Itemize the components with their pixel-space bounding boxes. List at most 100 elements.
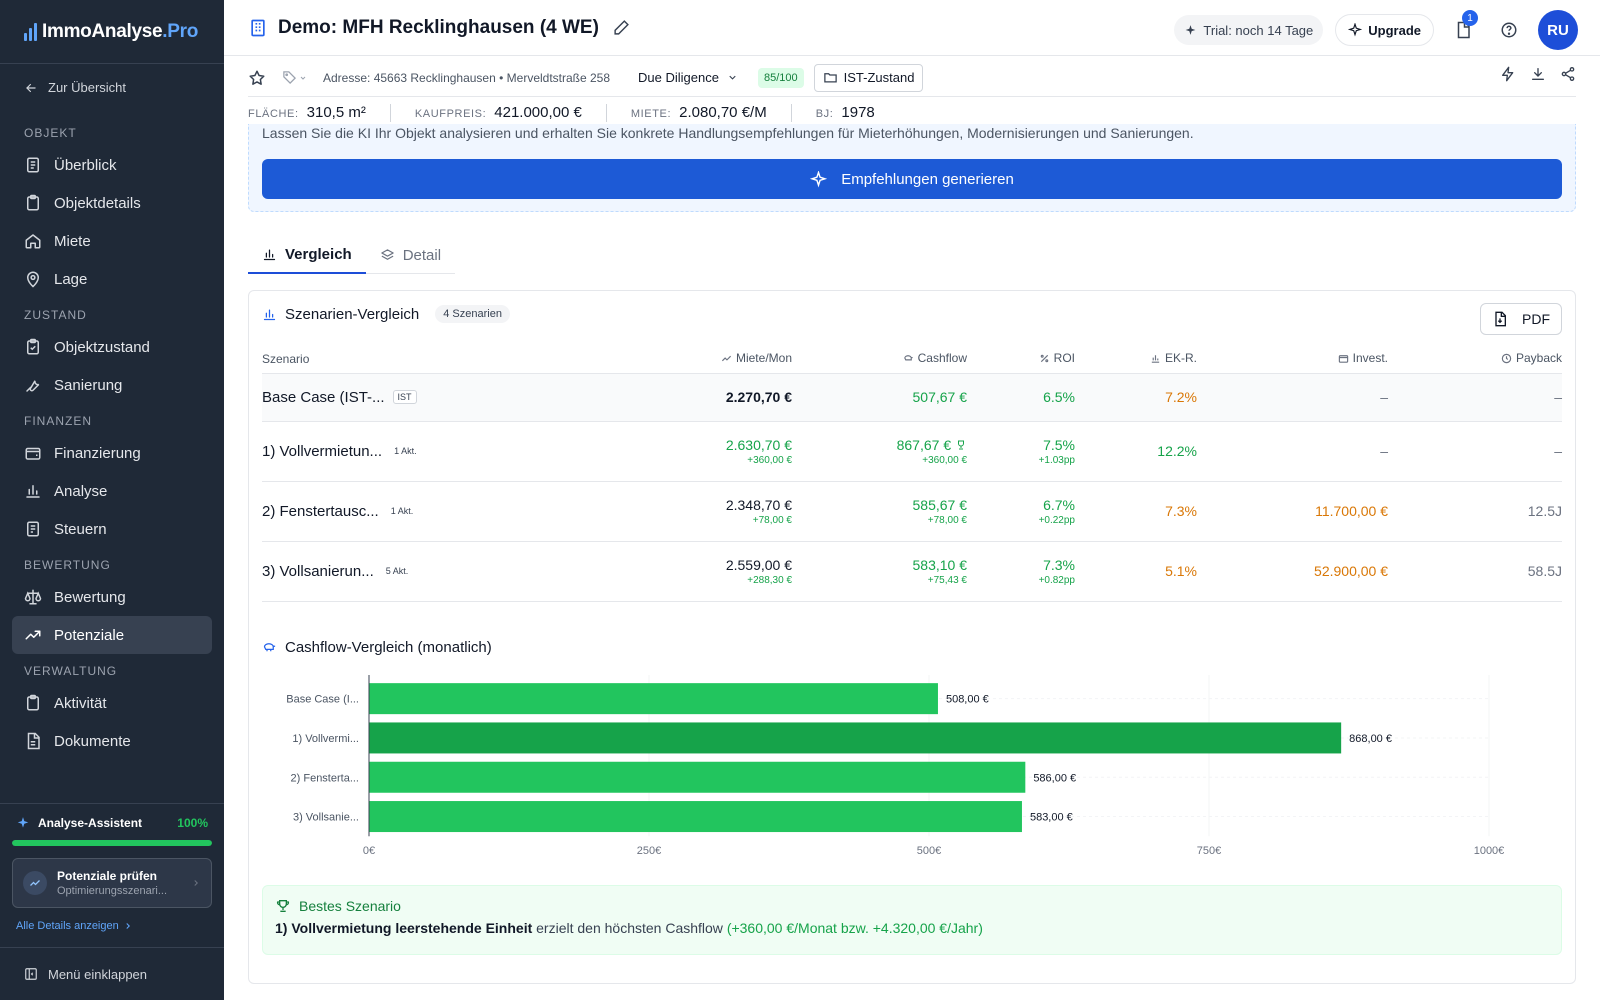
column-header-roi[interactable]: ROI (967, 345, 1075, 374)
sidebar-item-label: Aktivität (54, 694, 107, 712)
sidebar-item-bewertung[interactable]: Bewertung (12, 578, 212, 616)
table-row[interactable]: 3) Vollsanierun... 5 Akt. 2.559,00 € +288,… (262, 541, 1562, 602)
column-header-payback[interactable]: Payback (1388, 345, 1562, 374)
sidebar-item-sanierung[interactable]: Sanierung (12, 366, 212, 404)
sidebar-item-miete[interactable]: Miete (12, 222, 212, 260)
ai-recommendations-panel: Lassen Sie die KI Ihr Objekt analysieren… (248, 124, 1576, 212)
notification-count: 1 (1462, 10, 1478, 26)
task-title: Potenziale prüfen (57, 869, 158, 883)
equity-return-value: 5.1% (1075, 541, 1197, 602)
sidebar-item-objektdetails[interactable]: Objektdetails (12, 184, 212, 222)
cashflow-value: 507,67 € (792, 373, 967, 422)
column-header-rent[interactable]: Miete/Mon (562, 345, 792, 374)
column-header-equity-return[interactable]: EK-R. (1075, 345, 1197, 374)
table-row[interactable]: 2) Fenstertausc... 1 Akt. 2.348,70 € +78,0… (262, 481, 1562, 542)
sidebar-item-label: Sanierung (54, 376, 123, 394)
collapse-menu-button[interactable]: Menü einklappen (0, 947, 224, 1000)
piggy-bank-icon (263, 643, 276, 652)
metric-flaeche: Fläche: 310,5 m² (248, 104, 391, 122)
download-icon[interactable] (1530, 66, 1546, 82)
sidebar-item-analyse[interactable]: Analyse (12, 472, 212, 510)
sidebar-item-lage[interactable]: Lage (12, 260, 212, 298)
column-header-investment[interactable]: Invest. (1197, 345, 1388, 374)
chevron-down-icon (300, 76, 306, 80)
equity-return-value: 12.2% (1075, 421, 1197, 482)
trending-up-icon (25, 630, 41, 640)
scenario-count-badge: 4 Szenarien (435, 305, 510, 323)
column-header-cashflow[interactable]: Cashflow (792, 345, 967, 374)
sidebar-item-objektzustand[interactable]: Objektzustand (12, 328, 212, 366)
property-toolbar: Adresse: 45663 Recklinghausen • Merveldt… (248, 59, 1576, 97)
sidebar-item-potenziale[interactable]: Potenziale (12, 616, 212, 654)
sidebar-item-label: Lage (54, 270, 88, 288)
lightning-icon[interactable] (1500, 66, 1516, 82)
topbar: Demo: MFH Recklinghausen (4 WE) Trial: n… (224, 0, 1600, 56)
pdf-export-button[interactable]: PDF (1480, 303, 1562, 335)
tab-detail[interactable]: Detail (366, 236, 455, 274)
view-tabs: Vergleich Detail (248, 236, 456, 274)
sidebar-item-dokumente[interactable]: Dokumente (12, 722, 212, 760)
scenario-name: 1) Vollvermietun... (262, 442, 383, 460)
chart-value-label: 583,00 € (1030, 812, 1073, 824)
share-icon[interactable] (1560, 66, 1576, 82)
wallet-icon (25, 447, 41, 460)
star-icon[interactable] (248, 69, 266, 87)
assistant-task-card[interactable]: Potenziale prüfen Optimierungsszenari... (12, 858, 212, 908)
scenario-tag: 1 Akt. (390, 506, 414, 516)
generate-recommendations-button[interactable]: Empfehlungen generieren (262, 159, 1562, 199)
chart-bar (369, 722, 1342, 754)
eye-icon (27, 157, 39, 173)
assistant-title: Analyse-Assistent (38, 816, 143, 830)
bar-chart-icon (263, 309, 276, 320)
comparison-title: Szenarien-Vergleich 4 Szenarien (262, 305, 510, 323)
table-row[interactable]: 1) Vollvermietun... 1 Akt. 2.630,70 € +360… (262, 421, 1562, 482)
table-row[interactable]: Base Case (IST-... IST 2.270,70 € 507,67 … (262, 373, 1562, 422)
logo-bars-icon (24, 22, 37, 41)
cashflow-bar-chart: 0€ 250€ 500€ 750€ 1000€ Base Case (I... 508,00… (286, 675, 1504, 857)
show-all-details-link[interactable]: Alle Details anzeigen (12, 920, 212, 932)
trial-badge[interactable]: Trial: noch 14 Tage (1174, 15, 1324, 45)
help-button[interactable] (1492, 13, 1526, 47)
back-to-overview-link[interactable]: Zur Übersicht (24, 80, 126, 95)
cashflow-delta: +360,00 € (922, 454, 967, 466)
equity-return-value: 7.2% (1075, 373, 1197, 422)
sidebar-item-aktivitaet[interactable]: Aktivität (12, 684, 212, 722)
sidebar-nav: OBJEKT Überblick Objektdetails Miete Lag… (12, 116, 212, 760)
column-header-scenario[interactable]: Szenario (262, 345, 562, 374)
user-avatar[interactable]: RU (1538, 10, 1578, 50)
best-scenario-summary: 1) Vollvermietung leerstehende Einheit e… (275, 920, 983, 936)
sidebar-item-ueberblick[interactable]: Überblick (12, 146, 212, 184)
payback-value: – (1388, 373, 1562, 422)
sidebar-collapse-icon (25, 968, 37, 980)
chart-category-label: 2) Fensterta... (291, 772, 359, 784)
trending-up-icon (721, 355, 731, 361)
nav-section-finanzen: FINANZEN (24, 414, 92, 428)
notifications-button[interactable]: 1 (1446, 10, 1480, 47)
cashflow-delta: +75,43 € (927, 574, 967, 586)
cashflow-delta: +78,00 € (927, 514, 967, 526)
sparkle-icon (17, 817, 29, 828)
arrow-left-icon (26, 83, 36, 92)
tag-icon (283, 71, 297, 85)
sidebar-item-label: Miete (54, 232, 91, 250)
chart-category-label: Base Case (I... (286, 694, 359, 706)
phase-select[interactable]: Due Diligence (628, 64, 748, 92)
scenario-tag: 1 Akt. (394, 446, 417, 456)
upgrade-button[interactable]: Upgrade (1335, 14, 1434, 46)
bar-chart-icon (263, 249, 276, 260)
cashflow-value: 585,67 € (912, 496, 968, 513)
tab-vergleich[interactable]: Vergleich (248, 236, 366, 274)
brand-logo[interactable]: ImmoAnalyse.Pro (0, 0, 224, 64)
equity-return-value: 7.3% (1075, 481, 1197, 542)
bar-chart-icon (1151, 354, 1160, 363)
clipboard-check-icon (27, 338, 39, 355)
tag-dropdown[interactable] (282, 70, 307, 85)
sparkle-icon (1348, 23, 1363, 37)
state-button[interactable]: IST-Zustand (813, 63, 924, 92)
payback-value: 12.5J (1388, 481, 1562, 542)
sidebar-item-steuern[interactable]: Steuern (12, 510, 212, 548)
metric-kaufpreis: Kaufpreis: 421.000,00 € (415, 104, 607, 122)
edit-pencil-icon[interactable] (613, 19, 630, 36)
sidebar-item-finanzierung[interactable]: Finanzierung (12, 434, 212, 472)
sparkle-icon (1186, 24, 1196, 35)
